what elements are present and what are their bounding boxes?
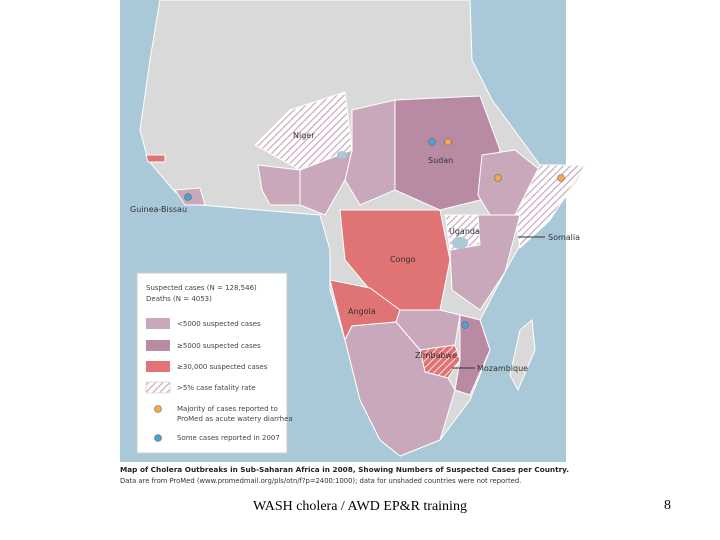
map-label: Somalia: [548, 233, 580, 242]
niger: [254, 91, 353, 171]
markers: [184, 138, 565, 329]
marker-2007: [461, 321, 469, 329]
legend-swatch: [146, 361, 170, 372]
legend-swatch: [145, 381, 171, 394]
legend-item: >5% case fatality rate: [177, 384, 256, 392]
guinea-bissau: [145, 154, 166, 163]
kenya-tanzania: [449, 214, 521, 311]
page-number: 8: [664, 498, 671, 513]
marker-awd: [444, 138, 452, 146]
legend-title: Deaths (N = 4053): [146, 295, 212, 303]
legend-item: ProMed as acute watery diarrhea: [177, 415, 293, 423]
marker-awd: [494, 174, 502, 182]
map-label: Uganda: [449, 227, 480, 236]
legend-title: Suspected cases (N = 128,546): [146, 284, 257, 292]
map-label: Mozambique: [477, 364, 528, 373]
marker-2007: [428, 138, 436, 146]
madagascar: [509, 319, 536, 392]
map-label: Guinea-Bissau: [130, 205, 187, 214]
map-label: Niger: [293, 131, 315, 140]
lakes: [337, 151, 468, 249]
legend-swatch: [146, 318, 170, 329]
lake-chad: [337, 151, 347, 159]
labels: Niger Sudan Guinea-Bissau Uganda Somalia…: [130, 131, 580, 373]
map-label: Angola: [348, 307, 376, 316]
caption-source: Data are from ProMed (www.promedmail.org…: [120, 477, 521, 485]
marker-awd: [557, 174, 565, 182]
legend-item: <5000 suspected cases: [177, 320, 261, 328]
map-label: Zimbabwe: [415, 351, 457, 360]
legend-item: ≥30,000 suspected cases: [177, 363, 268, 371]
marker-2007: [184, 193, 192, 201]
chad: [344, 99, 396, 206]
legend: Suspected cases (N = 128,546) Deaths (N …: [136, 272, 293, 454]
legend-item: Some cases reported in 2007: [177, 434, 280, 442]
southern-africa: [344, 321, 456, 457]
west-africa: [257, 164, 301, 206]
countries: [139, 0, 586, 457]
lake-victoria: [452, 237, 468, 249]
legend-dot: [154, 434, 162, 442]
map-label: Congo: [390, 255, 416, 264]
caption-title: Map of Cholera Outbreaks in Sub-Saharan …: [120, 465, 569, 474]
map-label: Sudan: [428, 156, 453, 165]
somalia: [514, 164, 586, 250]
footer-text: WASH cholera / AWD EP&R training: [253, 499, 467, 514]
legend-item: Majority of cases reported to: [177, 405, 278, 413]
legend-swatch: [146, 340, 170, 351]
legend-dot: [154, 405, 162, 413]
legend-item: ≥5000 suspected cases: [177, 342, 261, 350]
